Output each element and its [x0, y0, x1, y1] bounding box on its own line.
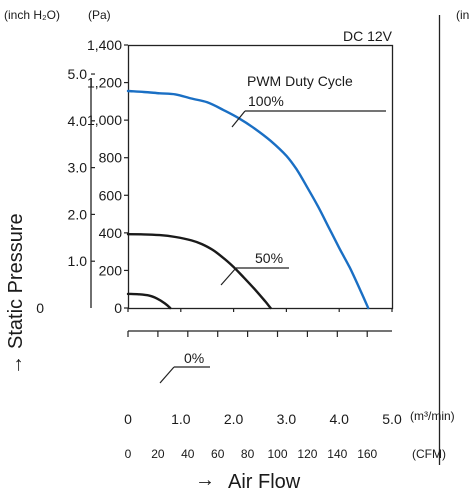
- cfm-tick-label: 160: [357, 447, 377, 461]
- y-inch-tick-label: 3.0: [68, 160, 88, 176]
- y-axis-title: → Static Pressure: [5, 213, 27, 375]
- y-pa-tick-label: 200: [99, 262, 123, 278]
- cfm-tick-label: 140: [327, 447, 347, 461]
- y-right-unit: (Pa): [88, 8, 111, 22]
- cfm-tick-label: 60: [211, 447, 225, 461]
- series-line-50: [126, 233, 272, 310]
- cfm-tick-label: 40: [181, 447, 195, 461]
- x-tick-label: 2.0: [224, 411, 244, 427]
- cfm-tick-label: 100: [267, 447, 287, 461]
- y-pa-tick-label: 1,400: [87, 37, 122, 53]
- y-pa-tick-label: 1,000: [87, 112, 122, 128]
- series-line-100: [126, 89, 370, 310]
- y-pa-ticks: 0 200 400 600 800 1,000 1,200 1,400: [87, 37, 128, 316]
- chart-title: DC 12V: [343, 28, 393, 44]
- y-inch-tick-label: 2.0: [68, 206, 88, 222]
- plot-frame: [127, 44, 394, 310]
- series-label-100: 100%: [248, 93, 284, 109]
- y-inch-zero-label: 0: [36, 300, 44, 316]
- series-label-50: 50%: [255, 250, 283, 266]
- x-axis-label: Air Flow: [228, 471, 301, 493]
- y-inch-tick-label: 4.0: [68, 113, 88, 129]
- y-inch-ticks: 1.0 2.0 3.0 4.0 5.0 0: [36, 66, 95, 316]
- cfm-tick-label: 20: [151, 447, 165, 461]
- x-top-unit: (m³/min): [410, 409, 455, 423]
- x-m3-ticks: 0 1.0 2.0 3.0 4.0 5.0: [124, 308, 402, 427]
- cfm-tick-label: 80: [241, 447, 255, 461]
- series-line-0: [126, 292, 172, 310]
- y-inch-tick-label: 1.0: [68, 253, 88, 269]
- cfm-tick-label: 0: [125, 447, 132, 461]
- cfm-tick-label: 120: [297, 447, 317, 461]
- partial-next-chart-label: (in: [456, 8, 469, 22]
- leader-100: [231, 110, 246, 128]
- x-tick-label: 4.0: [329, 411, 349, 427]
- y-axis-label: Static Pressure: [5, 213, 27, 349]
- x-tick-label: 5.0: [382, 411, 402, 427]
- legend-title: PWM Duty Cycle: [247, 73, 353, 89]
- y-pa-tick-label: 1,200: [87, 75, 122, 91]
- x-cfm-ticks: 0 20 40 60 80 100 120 140 160: [125, 331, 378, 461]
- x-bottom-unit: (CFM): [412, 447, 446, 461]
- x-tick-label: 0: [124, 411, 132, 427]
- y-pa-tick-label: 400: [99, 225, 123, 241]
- y-left-unit: (inch H₂O): [4, 8, 60, 22]
- x-tick-label: 3.0: [277, 411, 297, 427]
- y-axis-arrow: →: [5, 355, 27, 375]
- x-axis-arrow: →: [195, 469, 215, 491]
- x-tick-label: 1.0: [171, 411, 191, 427]
- y-pa-tick-label: 800: [99, 150, 123, 166]
- leader-0: [159, 366, 175, 384]
- y-pa-tick-label: 0: [114, 300, 122, 316]
- leader-50: [220, 267, 237, 286]
- y-inch-tick-label: 5.0: [68, 66, 88, 82]
- series-layer: [126, 89, 370, 310]
- series-label-0: 0%: [184, 350, 204, 366]
- y-pa-tick-label: 600: [99, 187, 123, 203]
